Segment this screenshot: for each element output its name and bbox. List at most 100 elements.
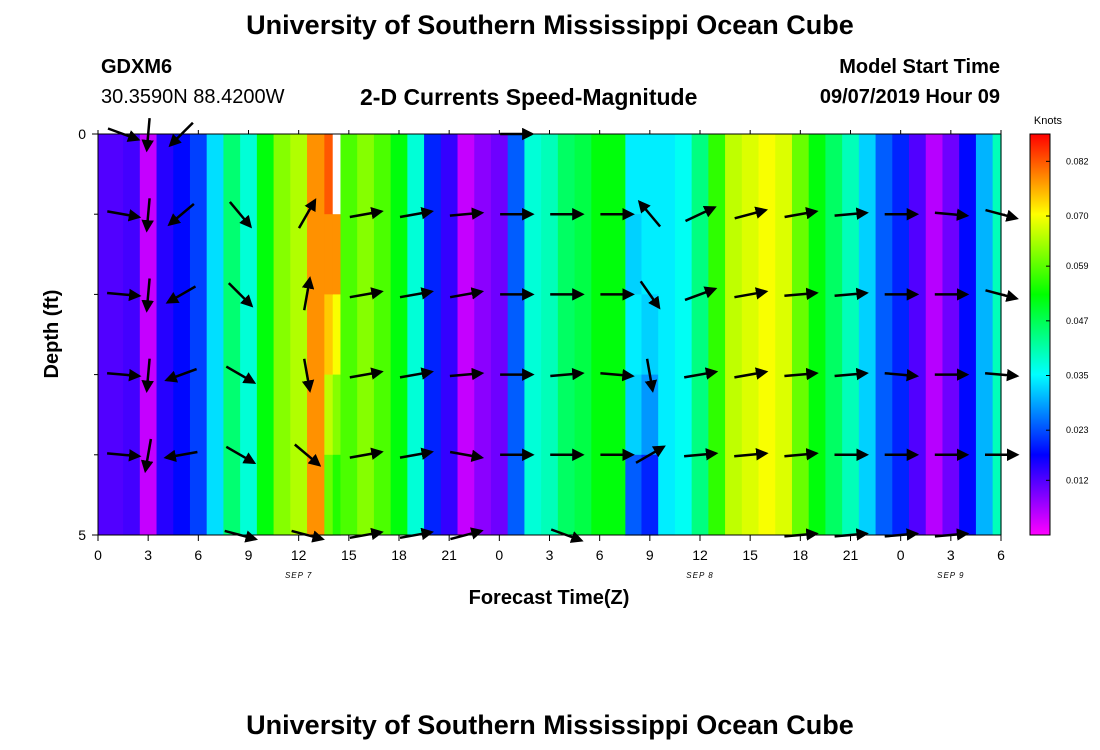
heatmap-column (741, 134, 760, 535)
current-vector (884, 368, 920, 382)
chart-title: 2-D Currents Speed-Magnitude (360, 84, 698, 110)
colorbar-tick-label: 0.082 (1066, 156, 1089, 166)
heatmap-column (725, 134, 743, 535)
heatmap-cell (641, 214, 659, 295)
x-tick-label: 15 (742, 547, 758, 563)
heatmap-column (98, 134, 107, 535)
current-vector (449, 449, 485, 463)
heatmap-column (708, 134, 726, 535)
heatmap-column (424, 134, 442, 535)
x-tick-label: 6 (194, 547, 202, 563)
heatmap-column (959, 134, 977, 535)
current-vector (399, 206, 434, 220)
x-axis-label: Forecast Time(Z) (469, 587, 630, 609)
heatmap-column (791, 134, 810, 535)
x-tick-label: 12 (291, 547, 307, 563)
current-vector (934, 208, 970, 221)
current-vector (734, 448, 769, 461)
heatmap-column (123, 134, 141, 535)
current-vector (167, 202, 195, 227)
heatmap-column (357, 134, 375, 535)
current-vector (349, 367, 384, 380)
heatmap-column (909, 134, 927, 535)
current-vector (683, 367, 719, 380)
x-tick-label: 9 (646, 547, 654, 563)
colorbar-label: Knots (1034, 115, 1063, 127)
heatmap-column (189, 134, 208, 535)
current-vector (301, 276, 315, 311)
current-vector (349, 287, 384, 300)
current-vector (784, 367, 819, 381)
heatmap-column (992, 134, 1002, 535)
heatmap-column (825, 134, 843, 535)
y-axis-label: Depth (ft) (41, 290, 63, 379)
current-vector (644, 358, 658, 393)
current-vector (784, 287, 819, 301)
colorbar-tick-label: 0.012 (1066, 475, 1089, 485)
heatmap-cell (641, 294, 659, 376)
current-vector (550, 367, 585, 381)
heatmap-column (524, 134, 542, 535)
heatmap-column (457, 134, 475, 535)
current-vector (637, 199, 662, 228)
current-vector (225, 365, 257, 384)
current-vector (784, 448, 819, 461)
current-vector (684, 205, 717, 223)
current-vector (141, 358, 154, 393)
heatmap-column (858, 134, 877, 535)
x-tick-label: 21 (441, 547, 457, 563)
current-vector (349, 447, 384, 460)
current-vector (834, 367, 869, 381)
current-vector (293, 443, 322, 467)
heatmap-column (407, 134, 425, 535)
current-vector (227, 282, 254, 308)
current-vector (834, 207, 869, 220)
heatmap-column (574, 134, 592, 535)
x-tick-label: 3 (546, 547, 554, 563)
heatmap-cell (624, 374, 643, 456)
heatmap-column (223, 134, 241, 535)
current-vector (600, 368, 635, 382)
heatmap-column (173, 134, 191, 535)
heatmap-column (758, 134, 776, 535)
current-vector (349, 206, 384, 220)
current-vector (684, 286, 718, 302)
current-vector (683, 448, 719, 461)
current-vector (228, 201, 253, 229)
heatmap-column (290, 134, 308, 535)
current-vector (635, 445, 666, 464)
current-vector (399, 287, 434, 300)
heatmap-cell (624, 134, 643, 215)
heatmap-cell (641, 374, 659, 456)
current-vector (164, 367, 198, 383)
page-title: University of Southern Mississippi Ocean… (246, 10, 854, 40)
colorbar-tick-label: 0.059 (1066, 261, 1089, 271)
colorbar-tick-label: 0.070 (1066, 211, 1089, 221)
date-label: SEP 7 (285, 571, 312, 580)
current-vector (449, 287, 485, 300)
current-vector (449, 207, 485, 220)
heatmap-column (256, 134, 275, 535)
x-tick-label: 0 (94, 547, 102, 563)
heatmap-column (658, 134, 676, 535)
colorbar (1029, 133, 1051, 536)
current-vector (639, 280, 661, 310)
heatmap-column (775, 134, 793, 535)
current-vector (834, 287, 869, 301)
current-vector (734, 206, 769, 220)
current-vector (106, 368, 142, 382)
heatmap-cell (641, 454, 659, 536)
heatmap-column (691, 134, 709, 535)
heatmap-column (608, 134, 626, 535)
heatmap-column (808, 134, 827, 535)
heatmap-column (975, 134, 994, 535)
x-tick-label: 18 (391, 547, 407, 563)
heatmap-column (842, 134, 860, 535)
footer-title: University of Southern Mississippi Ocean… (246, 710, 854, 740)
station-id: GDXM6 (101, 56, 173, 78)
heatmap-column (591, 134, 609, 535)
current-vector (297, 198, 317, 229)
model-start-label: Model Start Time (839, 56, 1000, 78)
current-vector (449, 367, 485, 381)
heatmap-column (139, 134, 158, 535)
